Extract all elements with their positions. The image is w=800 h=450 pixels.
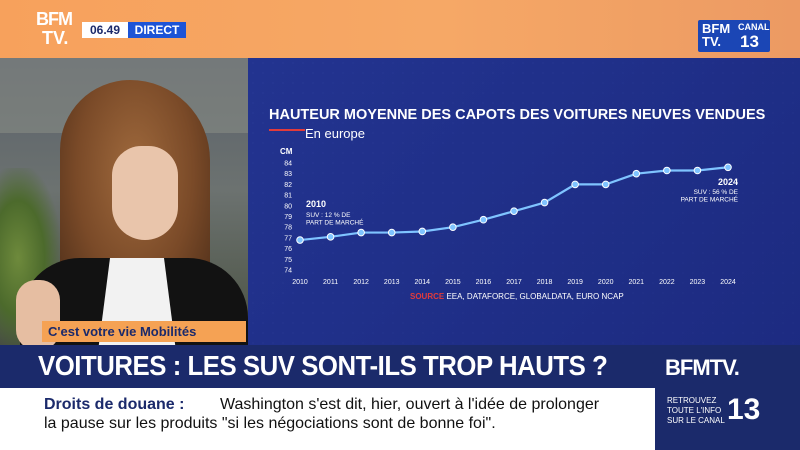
brand-box: BFMTV. RETROUVEZ TOUTE L'INFO SUR LE CAN… — [655, 345, 800, 450]
x-tick-label: 2015 — [445, 279, 461, 286]
x-tick-label: 2014 — [414, 279, 430, 286]
y-axis-unit-label: CM — [280, 147, 293, 156]
data-point — [601, 180, 610, 189]
headline-bar: VOITURES : LES SUV SONT-ILS TROP HAUTS ? — [0, 345, 655, 388]
news-ticker: Droits de douane : Washington s'est dit,… — [0, 388, 655, 450]
brand-logo: BFMTV. — [665, 355, 740, 380]
y-tick-label: 78 — [284, 225, 292, 232]
series-line — [299, 166, 729, 242]
channel-logo-line2: TV. — [42, 28, 69, 48]
chart-panel: HAUTEUR MOYENNE DES CAPOTS DES VOITURES … — [248, 58, 800, 388]
segment-tag: C'est votre vie Mobilités — [42, 321, 246, 342]
data-point — [449, 223, 457, 231]
data-point — [387, 228, 396, 237]
segment-tag-text: C'est votre vie Mobilités — [48, 324, 197, 339]
channel-logo-line1: BFM — [36, 9, 73, 29]
x-tick-label: 2024 — [720, 279, 736, 286]
data-point — [479, 215, 488, 224]
line-chart: CM 74 75 76 77 78 79 80 81 82 83 84 2010 2011 2012 2013… — [280, 147, 739, 286]
annotation-text: SUV : 12 % DE — [306, 212, 351, 219]
x-tick-label: 2022 — [659, 279, 675, 286]
annotation-text: PART DE MARCHÉ — [306, 218, 364, 227]
x-tick-label: 2013 — [384, 279, 400, 286]
presenter-face — [112, 146, 178, 240]
y-tick-label: 74 — [284, 268, 292, 275]
data-point — [326, 233, 335, 241]
annotation-year: 2010 — [306, 199, 326, 209]
x-tick-label: 2021 — [628, 279, 644, 286]
top-bar: BFM TV. 06.49 DIRECT BFM TV. CANAL 13 — [0, 0, 800, 58]
chart-subtitle: En europe — [305, 126, 365, 141]
data-point — [693, 166, 702, 175]
source-text: EEA, DATAFORCE, GLOBALDATA, EURO NCAP — [444, 292, 624, 301]
y-tick-label: 83 — [284, 171, 292, 178]
chart-title: HAUTEUR MOYENNE DES CAPOTS DES VOITURES … — [269, 107, 766, 123]
data-point — [357, 228, 365, 237]
x-tick-label: 2017 — [506, 279, 522, 286]
data-point — [571, 180, 579, 189]
brand-retrouvez-line1: RETROUVEZ — [667, 396, 717, 405]
data-point — [663, 166, 671, 175]
data-point — [724, 163, 732, 172]
x-tick-label: 2019 — [567, 279, 583, 286]
y-tick-label: 76 — [284, 246, 292, 253]
x-tick-label: 2020 — [598, 279, 614, 286]
brand-retrouvez-line3: SUR LE CANAL — [667, 416, 725, 425]
chart-panel-background — [248, 58, 800, 388]
data-point — [540, 198, 549, 207]
ticker-line2: la pause sur les produits "si les négoci… — [44, 415, 496, 432]
corner-channel-logo: BFM TV. CANAL 13 — [698, 20, 770, 52]
annotation-year: 2024 — [718, 177, 738, 187]
brand-channel-number: 13 — [727, 393, 761, 426]
ticker-line1: Washington s'est dit, hier, ouvert à l'i… — [220, 396, 600, 413]
y-tick-label: 81 — [284, 193, 292, 200]
x-tick-label: 2016 — [476, 279, 492, 286]
data-point — [296, 236, 304, 244]
brand-retrouvez-line2: TOUTE L'INFO — [667, 406, 722, 415]
y-tick-label: 82 — [284, 182, 292, 189]
annotation-text: SUV : 56 % DE — [694, 189, 739, 196]
y-tick-label: 75 — [284, 257, 292, 264]
y-tick-label: 84 — [284, 161, 292, 168]
chart-source: SOURCE EEA, DATAFORCE, GLOBALDATA, EURO … — [410, 292, 624, 301]
x-tick-label: 2011 — [323, 279, 338, 286]
corner-logo-number: 13 — [740, 32, 759, 51]
corner-logo-canal: CANAL — [738, 22, 770, 32]
brand-retrouvez: RETROUVEZ TOUTE L'INFO SUR LE CANAL — [667, 396, 725, 426]
y-tick-label: 80 — [284, 203, 292, 210]
y-tick-label: 79 — [284, 214, 292, 221]
corner-logo-brand: BFM TV. — [702, 21, 731, 49]
clock-time: 06.49 — [82, 22, 128, 38]
x-tick-label: 2010 — [292, 279, 308, 286]
data-point — [418, 227, 427, 236]
ticker-label: Droits de douane : — [44, 396, 185, 413]
x-tick-label: 2012 — [353, 279, 369, 286]
channel-logo: BFM TV. — [36, 9, 80, 49]
y-tick-label: 77 — [284, 235, 292, 242]
source-label: SOURCE — [410, 292, 445, 301]
headline: VOITURES : LES SUV SONT-ILS TROP HAUTS ? — [38, 350, 608, 381]
data-point — [510, 207, 518, 215]
live-badge: DIRECT — [128, 22, 186, 38]
data-point — [632, 169, 641, 178]
title-red-rule — [269, 129, 305, 131]
annotation-text: PART DE MARCHÉ — [681, 195, 739, 204]
x-tick-label: 2023 — [690, 279, 706, 286]
x-tick-label: 2018 — [537, 279, 553, 286]
